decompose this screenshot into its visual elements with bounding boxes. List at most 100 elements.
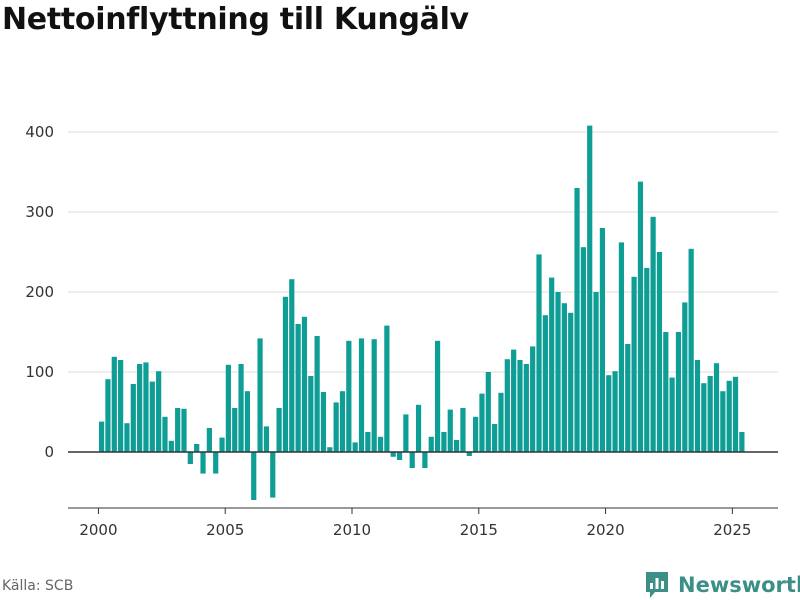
bar [409, 452, 415, 468]
bar [270, 452, 276, 498]
bar [99, 421, 105, 452]
bar [295, 324, 301, 452]
bar [720, 391, 726, 452]
bar [377, 436, 384, 452]
bar [694, 360, 701, 452]
bar [675, 332, 682, 452]
x-tick-label-2025: 2025 [713, 521, 751, 539]
bar [308, 376, 314, 452]
bar [650, 216, 656, 452]
bar [282, 296, 289, 452]
bar [663, 332, 669, 452]
bar [358, 338, 365, 452]
bar [479, 393, 485, 452]
bar [206, 428, 212, 452]
bar [587, 125, 593, 452]
bar [213, 452, 219, 474]
bar [232, 408, 238, 452]
bar [371, 339, 377, 452]
bar [511, 349, 517, 452]
bar [327, 447, 333, 452]
bar [473, 416, 479, 452]
bar [149, 381, 155, 452]
bar [225, 364, 231, 452]
x-tick-label-2010: 2010 [333, 521, 371, 539]
bar [669, 377, 675, 452]
bar [599, 228, 605, 452]
bar [314, 336, 320, 452]
bar [688, 248, 694, 452]
bar [428, 436, 434, 452]
bar [263, 426, 270, 452]
bar [118, 360, 124, 452]
bar [168, 440, 174, 452]
bar [403, 414, 409, 452]
bar [606, 375, 612, 452]
x-tick-label-2005: 2005 [206, 521, 244, 539]
bar [244, 391, 250, 452]
bar [498, 392, 504, 452]
bar [568, 312, 574, 452]
x-tick-label-2000: 2000 [79, 521, 117, 539]
bar [492, 424, 498, 452]
bar [181, 408, 187, 452]
bar [187, 452, 193, 464]
y-tick-label-300: 300 [25, 203, 54, 221]
bar [644, 268, 650, 452]
bar [549, 277, 555, 452]
bar [390, 452, 396, 457]
bar-chart-speech-bubble-icon [646, 572, 668, 598]
x-tick-label-2020: 2020 [586, 521, 624, 539]
bar [732, 376, 739, 452]
bar [156, 371, 162, 452]
bar [130, 384, 136, 452]
brand-name: Newsworthy [678, 573, 800, 597]
bar [523, 364, 529, 452]
bar [396, 452, 403, 460]
bar [257, 338, 263, 452]
bar [137, 364, 143, 452]
bar [625, 344, 631, 452]
bar [561, 303, 567, 452]
axes [68, 451, 778, 514]
bar [434, 340, 441, 452]
y-tick-label-200: 200 [25, 283, 54, 301]
bar [219, 437, 225, 452]
bar [713, 363, 720, 452]
bar [631, 276, 637, 452]
bar [536, 254, 542, 452]
y-tick-label-0: 0 [44, 443, 54, 461]
bar [656, 252, 663, 452]
bar [352, 442, 358, 452]
bar [143, 362, 149, 452]
bar [580, 247, 586, 452]
bar [574, 188, 580, 452]
y-tick-label-400: 400 [25, 123, 54, 141]
grid-lines [68, 131, 778, 373]
bar [194, 444, 200, 452]
bar [466, 452, 472, 456]
bar [124, 423, 130, 452]
bar [339, 391, 346, 452]
bar [238, 364, 244, 452]
bar [530, 346, 536, 452]
y-tick-labels: 0 100 200 300 400 [25, 123, 54, 461]
chart-title: Nettoinflyttning till Kungälv [2, 2, 469, 37]
bar [200, 452, 206, 474]
bar [289, 279, 295, 452]
bar [105, 379, 111, 452]
bar [365, 432, 371, 452]
bar [441, 432, 447, 452]
bar [175, 408, 181, 452]
bar [162, 416, 168, 452]
bar [555, 292, 561, 452]
bar [422, 452, 428, 468]
bar [517, 360, 523, 452]
bar [682, 302, 688, 452]
bar [739, 432, 745, 452]
bar [276, 408, 282, 452]
bar [454, 440, 460, 452]
bar [504, 359, 510, 452]
bar [707, 376, 713, 452]
bar [618, 242, 625, 452]
